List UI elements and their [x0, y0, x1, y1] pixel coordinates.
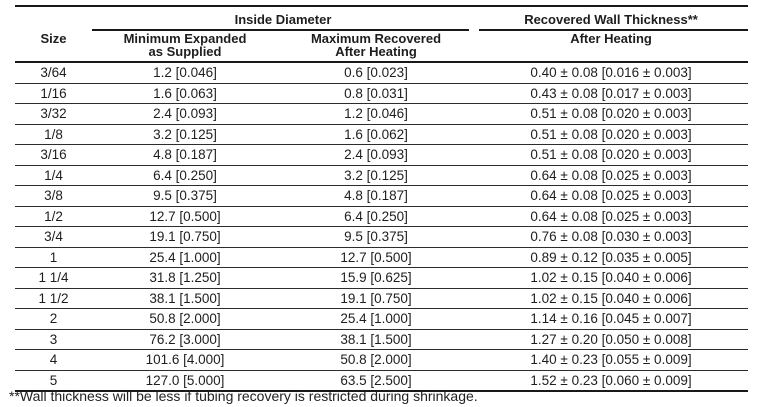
size-cell: 1 1/4	[15, 268, 92, 289]
maximum-recovered-cell: 2.4 [0.093]	[278, 145, 475, 166]
wall-thickness-cell: 1.14 ± 0.16 [0.045 ± 0.007]	[474, 309, 749, 330]
wall-thickness-cell: 0.51 ± 0.08 [0.020 ± 0.003]	[474, 104, 749, 125]
table-row: 3/32 2.4 [0.093] 1.2 [0.046] 0.51 ± 0.08…	[15, 104, 749, 125]
size-cell: 4	[15, 350, 92, 371]
table-row: 3/4 19.1 [0.750] 9.5 [0.375] 0.76 ± 0.08…	[15, 227, 749, 248]
minimum-expanded-cell: 38.1 [1.500]	[92, 289, 278, 309]
size-cell: 1/8	[15, 125, 92, 145]
maximum-recovered-cell: 1.6 [0.062]	[278, 125, 475, 145]
minimum-expanded-cell: 19.1 [0.750]	[92, 227, 278, 248]
maximum-recovered-cell: 25.4 [1.000]	[278, 309, 475, 330]
wall-thickness-cell: 1.27 ± 0.20 [0.050 ± 0.008]	[474, 330, 749, 350]
size-cell: 3/8	[15, 186, 92, 207]
wall-thickness-cell: 0.76 ± 0.08 [0.030 ± 0.003]	[474, 227, 749, 248]
size-cell: 1	[15, 248, 92, 268]
wall-thickness-cell: 0.64 ± 0.08 [0.025 ± 0.003]	[474, 186, 749, 207]
size-cell: 1/16	[15, 84, 92, 104]
minimum-expanded-cell: 31.8 [1.250]	[92, 268, 278, 289]
table-row: 3/8 9.5 [0.375] 4.8 [0.187] 0.64 ± 0.08 …	[15, 186, 749, 207]
size-group-spacer	[15, 7, 92, 31]
size-cell: 1/2	[15, 207, 92, 227]
size-cell: 3	[15, 330, 92, 350]
table-row: 1/8 3.2 [0.125] 1.6 [0.062] 0.51 ± 0.08 …	[15, 125, 749, 145]
table-row: 3/64 1.2 [0.046] 0.6 [0.023] 0.40 ± 0.08…	[15, 63, 749, 84]
minimum-expanded-cell: 101.6 [4.000]	[92, 350, 278, 371]
wall-thickness-cell: 0.43 ± 0.08 [0.017 ± 0.003]	[474, 84, 749, 104]
wall-thickness-footnote: **Wall thickness will be less if tubing …	[9, 388, 478, 404]
table-row: 1 1/2 38.1 [1.500] 19.1 [0.750] 1.02 ± 0…	[15, 289, 749, 309]
wall-thickness-cell: 0.64 ± 0.08 [0.025 ± 0.003]	[474, 207, 749, 227]
after-heating-column-header: After Heating	[474, 31, 749, 63]
minimum-expanded-cell: 6.4 [0.250]	[92, 166, 278, 186]
maximum-recovered-cell: 63.5 [2.500]	[278, 371, 475, 392]
minimum-expanded-cell: 3.2 [0.125]	[92, 125, 278, 145]
minimum-expanded-cell: 1.6 [0.063]	[92, 84, 278, 104]
minimum-expanded-cell: 25.4 [1.000]	[92, 248, 278, 268]
table-row: 1/16 1.6 [0.063] 0.8 [0.031] 0.43 ± 0.08…	[15, 84, 749, 104]
size-cell: 3/16	[15, 145, 92, 166]
size-cell: 3/64	[15, 63, 92, 84]
table-row: 5 127.0 [5.000] 63.5 [2.500] 1.52 ± 0.23…	[15, 371, 749, 392]
minimum-expanded-cell: 9.5 [0.375]	[92, 186, 278, 207]
table-row: 1/2 12.7 [0.500] 6.4 [0.250] 0.64 ± 0.08…	[15, 207, 749, 227]
wall-thickness-cell: 0.51 ± 0.08 [0.020 ± 0.003]	[474, 125, 749, 145]
group-header-row: Inside Diameter Recovered Wall Thickness…	[15, 7, 749, 31]
tubing-dimensions-table: Inside Diameter Recovered Wall Thickness…	[15, 5, 749, 392]
minimum-expanded-cell: 2.4 [0.093]	[92, 104, 278, 125]
maximum-recovered-cell: 0.6 [0.023]	[278, 63, 475, 84]
size-cell: 1 1/2	[15, 289, 92, 309]
table-row: 3/16 4.8 [0.187] 2.4 [0.093] 0.51 ± 0.08…	[15, 145, 749, 166]
minimum-expanded-column-header: Minimum Expanded as Supplied	[92, 31, 278, 63]
table-row: 4 101.6 [4.000] 50.8 [2.000] 1.40 ± 0.23…	[15, 350, 749, 371]
minimum-expanded-cell: 12.7 [0.500]	[92, 207, 278, 227]
maximum-recovered-cell: 4.8 [0.187]	[278, 186, 475, 207]
minimum-expanded-cell: 76.2 [3.000]	[92, 330, 278, 350]
wall-thickness-cell: 0.64 ± 0.08 [0.025 ± 0.003]	[474, 166, 749, 186]
wall-thickness-cell: 1.02 ± 0.15 [0.040 ± 0.006]	[474, 268, 749, 289]
maximum-recovered-cell: 3.2 [0.125]	[278, 166, 475, 186]
recovered-wall-thickness-group-header: Recovered Wall Thickness**	[474, 7, 749, 31]
wall-thickness-cell: 0.40 ± 0.08 [0.016 ± 0.003]	[474, 63, 749, 84]
maximum-recovered-cell: 9.5 [0.375]	[278, 227, 475, 248]
maximum-recovered-cell: 38.1 [1.500]	[278, 330, 475, 350]
minimum-expanded-cell: 127.0 [5.000]	[92, 371, 278, 392]
wall-thickness-cell: 1.40 ± 0.23 [0.055 ± 0.009]	[474, 350, 749, 371]
minimum-expanded-cell: 50.8 [2.000]	[92, 309, 278, 330]
wall-thickness-cell: 1.52 ± 0.23 [0.060 ± 0.009]	[474, 371, 749, 392]
minimum-expanded-cell: 1.2 [0.046]	[92, 63, 278, 84]
table-row: 1/4 6.4 [0.250] 3.2 [0.125] 0.64 ± 0.08 …	[15, 166, 749, 186]
size-cell: 5	[15, 371, 92, 392]
minimum-expanded-cell: 4.8 [0.187]	[92, 145, 278, 166]
table-row: 1 1/4 31.8 [1.250] 15.9 [0.625] 1.02 ± 0…	[15, 268, 749, 289]
maximum-recovered-cell: 15.9 [0.625]	[278, 268, 475, 289]
inside-diameter-group-header: Inside Diameter	[92, 7, 474, 31]
wall-thickness-cell: 0.89 ± 0.12 [0.035 ± 0.005]	[474, 248, 749, 268]
table-row: 3 76.2 [3.000] 38.1 [1.500] 1.27 ± 0.20 …	[15, 330, 749, 350]
maximum-recovered-cell: 12.7 [0.500]	[278, 248, 475, 268]
size-cell: 1/4	[15, 166, 92, 186]
wall-thickness-cell: 1.02 ± 0.15 [0.040 ± 0.006]	[474, 289, 749, 309]
maximum-recovered-cell: 6.4 [0.250]	[278, 207, 475, 227]
wall-thickness-cell: 0.51 ± 0.08 [0.020 ± 0.003]	[474, 145, 749, 166]
size-cell: 3/4	[15, 227, 92, 248]
maximum-recovered-column-header: Maximum Recovered After Heating	[278, 31, 475, 63]
size-cell: 2	[15, 309, 92, 330]
size-column-header: Size	[15, 31, 92, 63]
maximum-recovered-cell: 19.1 [0.750]	[278, 289, 475, 309]
maximum-recovered-cell: 1.2 [0.046]	[278, 104, 475, 125]
column-header-row: Size Minimum Expanded as Supplied Maximu…	[15, 31, 749, 63]
table-row: 1 25.4 [1.000] 12.7 [0.500] 0.89 ± 0.12 …	[15, 248, 749, 268]
size-cell: 3/32	[15, 104, 92, 125]
maximum-recovered-cell: 50.8 [2.000]	[278, 350, 475, 371]
table-row: 2 50.8 [2.000] 25.4 [1.000] 1.14 ± 0.16 …	[15, 309, 749, 330]
table-body: 3/64 1.2 [0.046] 0.6 [0.023] 0.40 ± 0.08…	[15, 63, 749, 392]
maximum-recovered-cell: 0.8 [0.031]	[278, 84, 475, 104]
